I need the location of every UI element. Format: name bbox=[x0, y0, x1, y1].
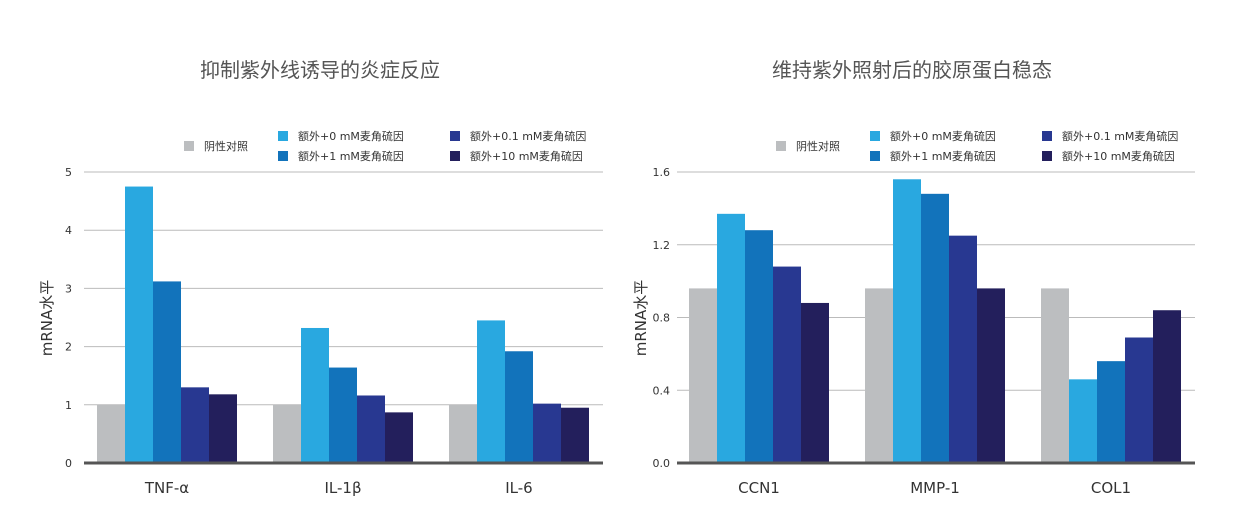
legend-swatch bbox=[450, 131, 460, 141]
bar bbox=[773, 266, 801, 463]
x-category-label: CCN1 bbox=[738, 479, 780, 497]
y-tick-label: 5 bbox=[65, 166, 72, 179]
bar bbox=[689, 288, 717, 463]
x-category-label: TNF-α bbox=[144, 479, 189, 497]
bar bbox=[1097, 361, 1125, 463]
x-category-label: IL-6 bbox=[505, 479, 532, 497]
bar bbox=[449, 404, 477, 463]
legend-swatch bbox=[870, 131, 880, 141]
bar bbox=[209, 394, 237, 463]
y-tick-label: 0.8 bbox=[653, 312, 671, 325]
x-category-label: COL1 bbox=[1091, 479, 1131, 497]
legend-swatch bbox=[278, 131, 288, 141]
bar bbox=[717, 213, 745, 463]
y-tick-label: 0.4 bbox=[653, 384, 671, 397]
legend-swatch bbox=[1042, 151, 1052, 161]
bar bbox=[385, 412, 413, 463]
bar bbox=[477, 320, 505, 463]
y-tick-label: 0 bbox=[65, 457, 72, 470]
bar bbox=[1125, 337, 1153, 463]
bar bbox=[561, 407, 589, 463]
y-tick-label: 3 bbox=[65, 282, 72, 295]
legend-label: 额外+0 mM麦角硫因 bbox=[890, 129, 996, 143]
bar bbox=[1069, 379, 1097, 463]
legend-label: 额外+1 mM麦角硫因 bbox=[298, 149, 404, 163]
bar bbox=[505, 351, 533, 463]
bar bbox=[893, 179, 921, 463]
bar bbox=[329, 367, 357, 463]
chart-title: 抑制紫外线诱导的炎症反应 bbox=[200, 58, 440, 82]
chart-title: 维持紫外照射后的胶原蛋白稳态 bbox=[772, 58, 1052, 82]
bar bbox=[533, 403, 561, 463]
y-tick-label: 0.0 bbox=[653, 457, 671, 470]
bar bbox=[125, 186, 153, 464]
bar bbox=[357, 395, 385, 463]
inflammation-chart: 抑制紫外线诱导的炎症反应 mRNA水平 0 1 2 3 4 5 TNF-α IL-1β IL-6… bbox=[38, 58, 603, 497]
bar bbox=[921, 193, 949, 463]
x-category-label: IL-1β bbox=[324, 479, 361, 497]
y-tick-label: 2 bbox=[65, 341, 72, 354]
legend-label: 额外+10 mM麦角硫因 bbox=[470, 149, 583, 163]
legend-swatch bbox=[1042, 131, 1052, 141]
y-axis-title: mRNA水平 bbox=[38, 280, 56, 357]
legend-swatch bbox=[776, 141, 786, 151]
legend-label: 额外+0.1 mM麦角硫因 bbox=[1062, 129, 1178, 143]
legend-swatch bbox=[278, 151, 288, 161]
bar bbox=[977, 288, 1005, 463]
y-tick-label: 1 bbox=[65, 399, 72, 412]
bar bbox=[273, 404, 301, 463]
bar bbox=[181, 387, 209, 463]
legend-label: 额外+10 mM麦角硫因 bbox=[1062, 149, 1175, 163]
legend-label: 额外+0 mM麦角硫因 bbox=[298, 129, 404, 143]
bar bbox=[153, 281, 181, 463]
bar bbox=[1041, 288, 1069, 463]
bar bbox=[801, 302, 829, 463]
legend-label: 额外+1 mM麦角硫因 bbox=[890, 149, 996, 163]
x-category-label: MMP-1 bbox=[910, 479, 960, 497]
legend-swatch bbox=[870, 151, 880, 161]
legend-label: 额外+0.1 mM麦角硫因 bbox=[470, 129, 586, 143]
collagen-chart: 维持紫外照射后的胶原蛋白稳态 mRNA水平 0.0 0.4 0.8 1.2 1.6 CCN… bbox=[632, 58, 1195, 497]
y-tick-label: 1.6 bbox=[653, 166, 671, 179]
bar bbox=[301, 327, 329, 463]
legend-label: 阴性对照 bbox=[204, 139, 248, 153]
y-tick-label: 1.2 bbox=[653, 239, 671, 252]
bar bbox=[745, 230, 773, 463]
bar bbox=[865, 288, 893, 463]
y-tick-label: 4 bbox=[65, 224, 72, 237]
bar bbox=[949, 235, 977, 463]
legend-swatch bbox=[450, 151, 460, 161]
bar bbox=[1153, 310, 1181, 463]
y-axis-title: mRNA水平 bbox=[632, 280, 650, 357]
bar bbox=[97, 404, 125, 463]
legend-label: 阴性对照 bbox=[796, 139, 840, 153]
legend-swatch bbox=[184, 141, 194, 151]
